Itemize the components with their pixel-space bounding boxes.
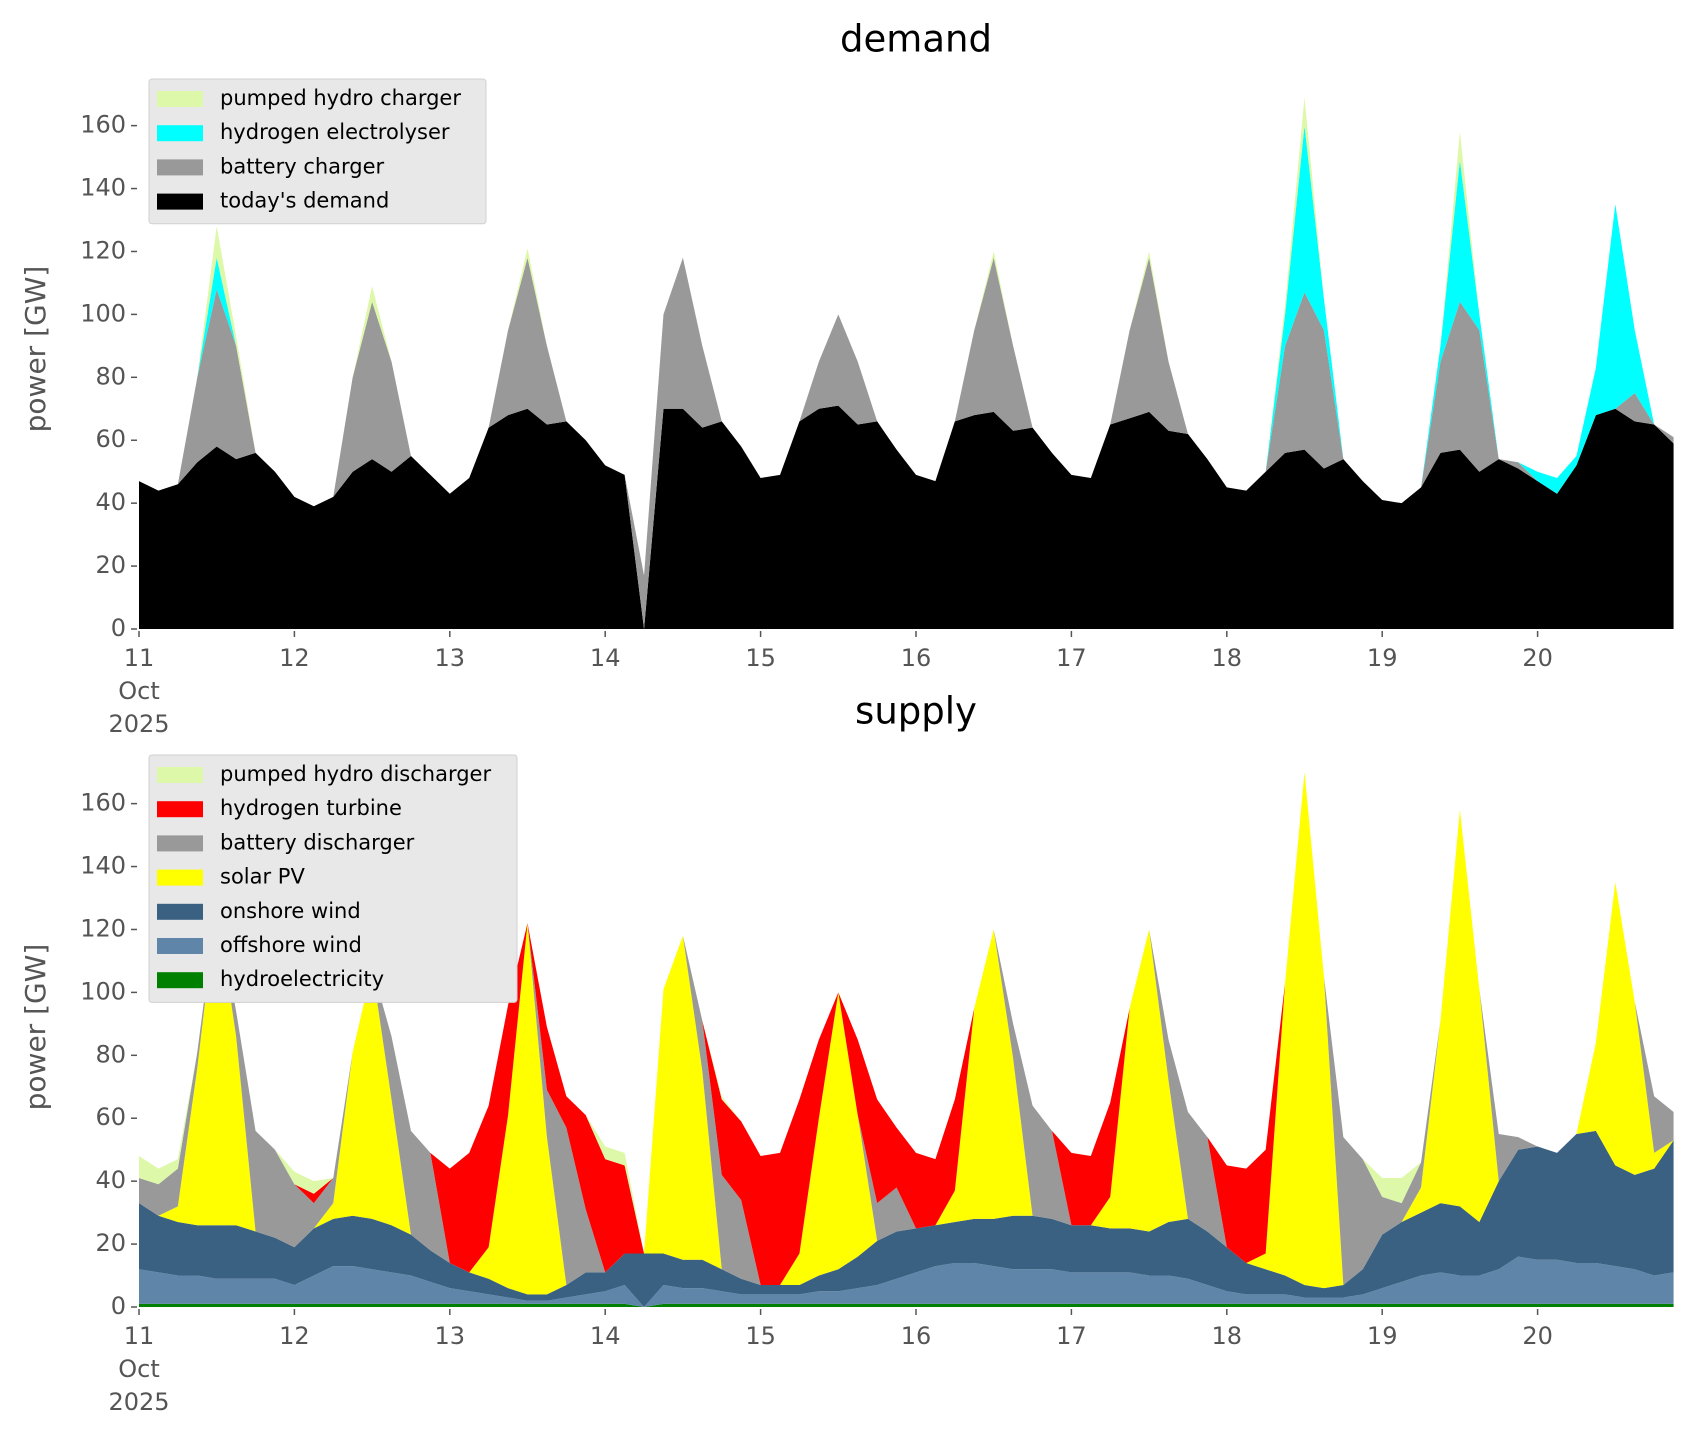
- area: [139, 772, 1674, 1285]
- legend-swatch: [157, 91, 203, 107]
- chart-title: supply: [855, 690, 977, 733]
- legend-swatch: [157, 193, 203, 210]
- x-tick-label: 19: [1367, 1322, 1398, 1350]
- y-tick-label: 140: [80, 852, 126, 880]
- legend-swatch: [157, 938, 203, 954]
- x-tick-label: 12: [279, 1322, 310, 1350]
- x-tick-label: 13: [435, 1322, 466, 1350]
- x-tick-label: 15: [745, 644, 776, 672]
- x-tick-label: 15: [745, 1322, 776, 1350]
- y-tick-label: 160: [80, 789, 126, 817]
- legend-swatch: [157, 869, 203, 886]
- x-tick-label: 16: [901, 644, 932, 672]
- legend-label: pumped hydro charger: [220, 86, 461, 110]
- y-tick-label: 40: [95, 488, 126, 516]
- y-tick-label: 0: [111, 614, 126, 642]
- x-tick-label: 19: [1367, 644, 1398, 672]
- legend-label: pumped hydro discharger: [220, 762, 491, 786]
- x-tick-label: 14: [590, 1322, 621, 1350]
- x-tick-label: 20: [1522, 644, 1553, 672]
- y-axis-label: power [GW]: [19, 266, 52, 433]
- y-tick-label: 60: [95, 1103, 126, 1131]
- y-tick-label: 80: [95, 1040, 126, 1068]
- x-tick-label: 18: [1212, 1322, 1243, 1350]
- legend-label: onshore wind: [220, 899, 361, 923]
- y-tick-label: 80: [95, 362, 126, 390]
- legend-swatch: [157, 801, 203, 818]
- y-tick-label: 100: [80, 977, 126, 1005]
- legend-swatch: [157, 835, 203, 852]
- legend-label: hydroelectricity: [220, 967, 384, 991]
- x-tick-label: 11 Oct 2025: [108, 644, 169, 738]
- legend-label: battery charger: [220, 154, 385, 178]
- y-tick-label: 120: [80, 236, 126, 264]
- x-tick-label: 17: [1056, 644, 1087, 672]
- y-tick-label: 20: [95, 551, 126, 579]
- y-tick-label: 20: [95, 1229, 126, 1257]
- x-tick-label: 16: [901, 1322, 932, 1350]
- area: [139, 1303, 1674, 1307]
- y-tick-label: 160: [80, 111, 126, 139]
- y-axis-label: power [GW]: [19, 944, 52, 1111]
- area: [139, 257, 1674, 629]
- legend-label: today's demand: [220, 189, 389, 213]
- x-tick-label: 18: [1212, 644, 1243, 672]
- legend-label: offshore wind: [220, 933, 362, 957]
- y-tick-label: 100: [80, 299, 126, 327]
- x-tick-label: 11 Oct 2025: [108, 1322, 169, 1416]
- y-tick-label: 140: [80, 174, 126, 202]
- y-tick-label: 0: [111, 1292, 126, 1320]
- legend-label: battery discharger: [220, 830, 415, 854]
- legend-swatch: [157, 903, 203, 920]
- y-tick-label: 120: [80, 914, 126, 942]
- y-tick-label: 60: [95, 425, 126, 453]
- legend-box: [148, 78, 487, 225]
- x-tick-label: 20: [1522, 1322, 1553, 1350]
- x-tick-label: 12: [279, 644, 310, 672]
- area: [139, 772, 1674, 1285]
- legend-label: solar PV: [220, 865, 305, 889]
- legend-label: hydrogen turbine: [220, 796, 402, 820]
- x-tick-label: 14: [590, 644, 621, 672]
- area: [139, 405, 1674, 629]
- x-tick-label: 17: [1056, 1322, 1087, 1350]
- legend-swatch: [157, 159, 203, 176]
- x-tick-label: 13: [435, 644, 466, 672]
- area: [139, 772, 1674, 1295]
- legend-swatch: [157, 972, 203, 989]
- area: [139, 1130, 1674, 1307]
- legend-box: [148, 754, 518, 1003]
- area: [139, 1256, 1674, 1307]
- legend-swatch: [157, 125, 203, 142]
- y-tick-label: 40: [95, 1166, 126, 1194]
- legend-label: hydrogen electrolyser: [220, 120, 450, 144]
- chart-title: demand: [840, 18, 992, 61]
- legend-swatch: [157, 767, 203, 783]
